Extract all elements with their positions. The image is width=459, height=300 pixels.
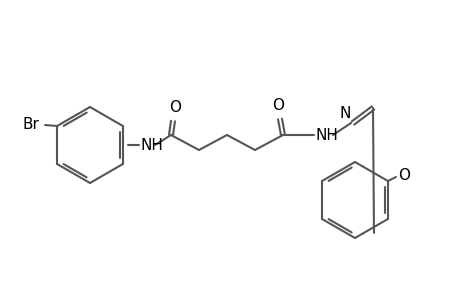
Text: O: O: [271, 98, 283, 113]
Text: Br: Br: [22, 116, 39, 131]
Text: N: N: [339, 106, 350, 121]
Text: O: O: [397, 169, 409, 184]
Text: O: O: [168, 100, 180, 115]
Text: NH: NH: [141, 137, 163, 152]
Text: NH: NH: [315, 128, 338, 142]
